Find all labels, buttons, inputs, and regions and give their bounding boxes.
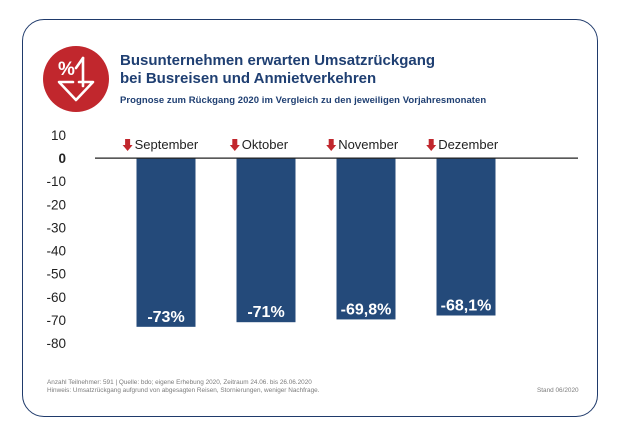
y-tick-label: -10 [46, 174, 66, 189]
category-label: Oktober [242, 137, 289, 152]
y-tick-label: 0 [58, 151, 66, 166]
title-line-1: Busunternehmen erwarten Umsatzrückgang [120, 52, 436, 69]
chart-title: Busunternehmen erwarten Umsatzrückgang b… [120, 52, 560, 88]
bar-value-label: -69,8% [341, 301, 392, 318]
bar-value-label: -71% [247, 304, 284, 321]
category-label: Dezember [438, 137, 499, 152]
bar-november [336, 158, 396, 320]
y-tick-label: -30 [46, 220, 66, 235]
footnote-stand: Stand 06/2020 [537, 387, 579, 394]
down-arrow-icon [326, 139, 337, 151]
chart-card [22, 19, 598, 417]
y-tick-label: 10 [51, 128, 66, 143]
down-arrow-icon [426, 139, 437, 151]
footnote-participants: Anzahl Teilnehmer: 591 | Quelle: bdo; ei… [47, 379, 312, 386]
bar-dezember [436, 158, 496, 316]
y-tick-label: -60 [46, 290, 66, 305]
down-arrow-icon [229, 139, 240, 151]
category-label: November [338, 137, 399, 152]
y-tick-label: -50 [46, 267, 66, 282]
chart-subtitle: Prognose zum Rückgang 2020 im Vergleich … [120, 95, 487, 106]
down-arrow-icon [122, 139, 133, 151]
bar-september [136, 158, 196, 327]
svg-text:%: % [58, 59, 75, 80]
bar-value-label: -68,1% [441, 297, 492, 314]
title-line-2: bei Busreisen und Anmietverkehren [120, 70, 377, 87]
footnote-hint: Hinweis: Umsatzrückgang aufgrund von abg… [47, 387, 320, 394]
y-tick-label: -80 [46, 336, 66, 351]
y-tick-label: -70 [46, 313, 66, 328]
bar-oktober [236, 158, 296, 323]
category-label: September [135, 137, 199, 152]
y-tick-label: -20 [46, 197, 66, 212]
y-tick-label: -40 [46, 244, 66, 259]
logo-percent-down-icon: % [43, 46, 109, 112]
bar-value-label: -73% [147, 309, 184, 326]
